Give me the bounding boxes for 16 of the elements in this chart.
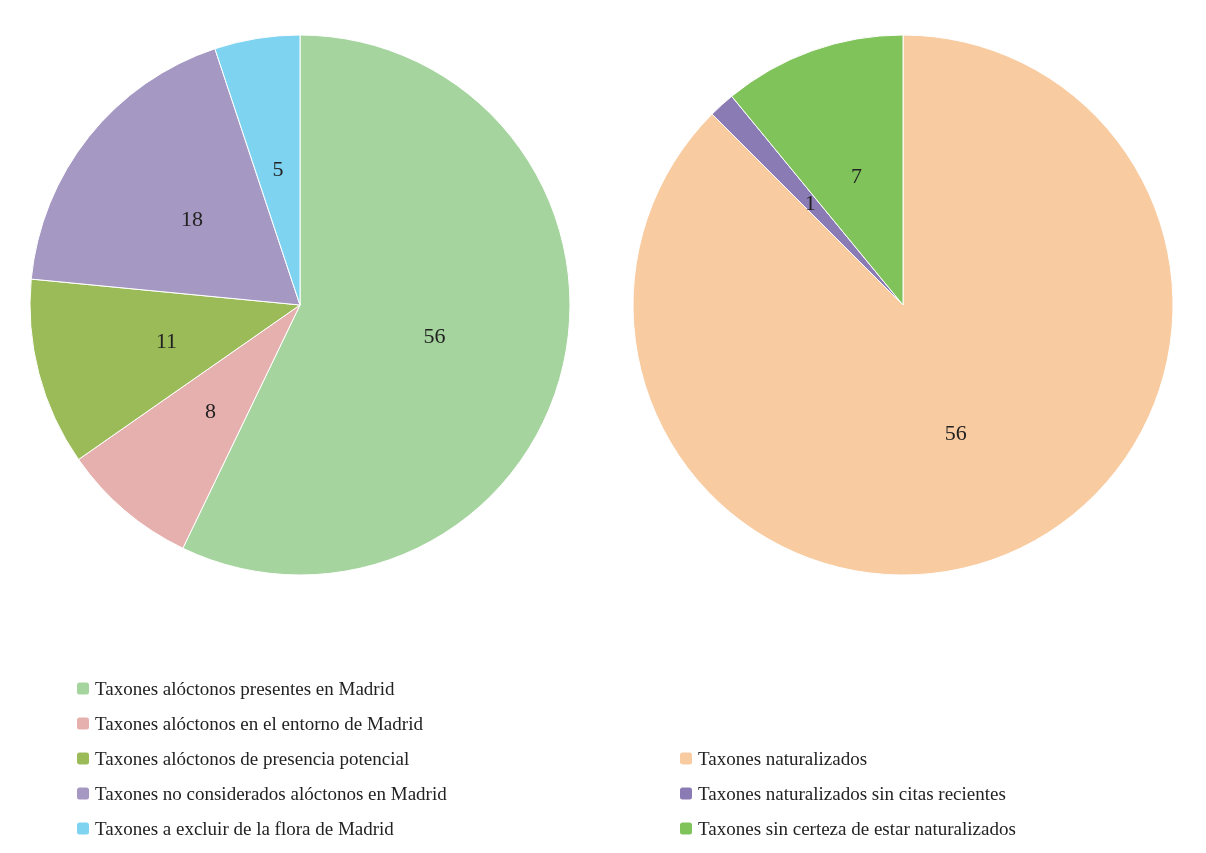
data-label: 8 [205,397,217,423]
legend-label: Taxones alóctonos presentes en Madrid [95,678,395,699]
legend-label: Taxones naturalizados [698,748,868,769]
legend-label: Taxones naturalizados sin citas recientes [698,783,1006,804]
data-label: 56 [423,323,446,349]
data-label: 56 [944,420,967,445]
data-label: 7 [851,162,863,188]
data-label: 11 [155,327,178,353]
legend-label: Taxones alóctonos en el entorno de Madrid [95,713,424,734]
legend-label: Taxones alóctonos de presencia potencial [95,748,410,769]
legend-label: Taxones a excluir de la flora de Madrid [95,818,395,839]
data-label: 5 [272,156,284,182]
data-label: 18 [181,206,204,232]
legend-label: Taxones no considerados alóctonos en Madrid [95,783,448,804]
data-label: 1 [804,190,816,216]
legend-label: Taxones sin certeza de estar naturalizados [698,818,1016,839]
